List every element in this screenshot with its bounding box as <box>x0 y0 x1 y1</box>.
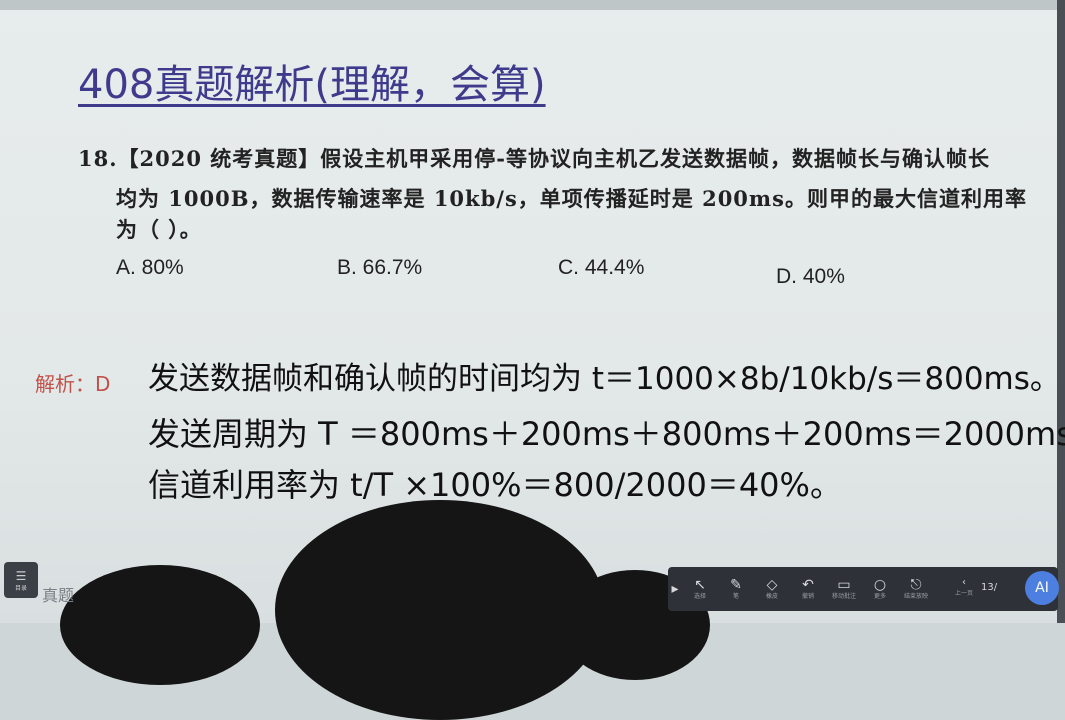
pen-icon: ✎ <box>730 577 742 593</box>
circle-icon: ○ <box>873 577 887 593</box>
tool-pen[interactable]: ✎ 笔 <box>730 577 742 600</box>
solution-line-2: 发送周期为 T ＝800ms＋200ms＋800ms＋200ms＝2000ms。 <box>148 415 1065 453</box>
page-indicator: 13/ <box>981 581 998 593</box>
collapse-toolbar-button[interactable]: ▸ <box>668 569 682 609</box>
annotation-toolbar: ▸ ↖ 选择 ✎ 笔 ◇ 橡皮 ↶ 撤销 ▭ 移动批注 ○ 更多 ⎋ 结束放映 <box>668 567 1058 611</box>
menu-icon: ☰ <box>15 568 27 583</box>
screen-top-edge <box>0 0 1065 10</box>
chevron-left-icon: ‹ <box>962 577 966 588</box>
question-line-3: 为（ ）。 <box>116 217 202 242</box>
screen-right-edge <box>1057 0 1065 623</box>
question-line-2: 均为 1000B，数据传输速率是 10kb/s，单项传播延时是 200ms。则甲… <box>116 186 1027 211</box>
tool-more[interactable]: ○ 更多 <box>873 577 887 600</box>
solution-line-1: 发送数据帧和确认帧的时间均为 t＝1000×8b/10kb/s＝800ms。 <box>148 361 1061 397</box>
page-navigation: ‹ 上一页 13/ <box>955 577 997 597</box>
tool-eraser[interactable]: ◇ 橡皮 <box>765 577 778 600</box>
undo-icon: ↶ <box>802 577 814 593</box>
window-icon: ▭ <box>837 577 851 593</box>
tool-undo[interactable]: ↶ 撤销 <box>801 577 814 600</box>
solution-line-3: 信道利用率为 t/T ×100%＝800/2000＝40%。 <box>148 466 842 504</box>
question-line-1: 18.【2020 统考真题】假设主机甲采用停-等协议向主机乙发送数据帧，数据帧长… <box>78 146 991 171</box>
option-a: A. 80% <box>116 256 184 279</box>
pointer-icon: ↖ <box>694 577 706 593</box>
answer-label: 解析：D <box>35 372 111 396</box>
tool-move-annotation[interactable]: ▭ 移动批注 <box>831 577 856 600</box>
eraser-icon: ◇ <box>766 577 778 593</box>
prev-page-button[interactable]: ‹ 上一页 <box>955 577 974 597</box>
chevron-right-icon: ▸ <box>671 581 679 597</box>
left-slide-label: 真题 <box>42 586 75 605</box>
audience-head <box>275 500 605 720</box>
ai-assistant-button[interactable]: AI <box>1025 571 1059 605</box>
tool-select[interactable]: ↖ 选择 <box>693 577 706 600</box>
option-d: D. 40% <box>776 265 845 288</box>
tool-end-show[interactable]: ⎋ 结束放映 <box>903 577 928 600</box>
option-b: B. 66.7% <box>337 256 423 279</box>
option-c: C. 44.4% <box>558 256 645 279</box>
catalog-button[interactable]: ☰ 目录 <box>4 562 38 598</box>
exit-icon: ⎋ <box>910 577 922 593</box>
slide-title: 408真题解析(理解，会算) <box>78 62 546 108</box>
audience-head <box>60 565 260 685</box>
